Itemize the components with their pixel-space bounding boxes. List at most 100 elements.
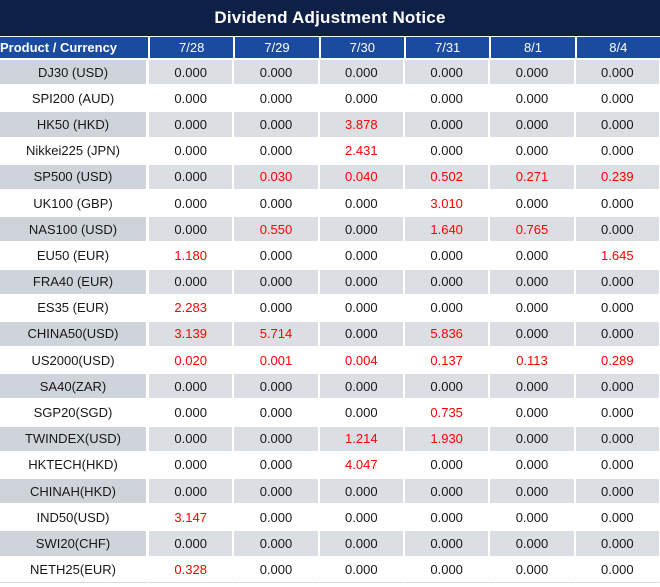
value-cell: 0.000 bbox=[148, 164, 234, 191]
table-row: Nikkei225 (JPN) 0.000 0.000 2.431 0.000 0.00… bbox=[0, 138, 660, 165]
value-cell: 0.000 bbox=[233, 426, 319, 453]
table-body: DJ30 (USD) 0.000 0.000 0.000 0.000 0.000 0.00… bbox=[0, 60, 660, 583]
product-name-cell: SWI20(CHF) bbox=[0, 531, 148, 558]
page-title: Dividend Adjustment Notice bbox=[214, 8, 446, 27]
value-cell: 0.000 bbox=[403, 269, 490, 296]
value-cell: 0.765 bbox=[489, 217, 575, 244]
value-cell: 0.000 bbox=[318, 321, 404, 349]
table-row: DJ30 (USD) 0.000 0.000 0.000 0.000 0.000 0.00… bbox=[0, 60, 660, 87]
value-cell: 5.836 bbox=[403, 321, 490, 349]
value-cell: 4.047 bbox=[318, 452, 404, 479]
value-cell: 0.000 bbox=[574, 217, 660, 244]
table-row: US2000(USD) 0.020 0.001 0.004 0.137 0.113 0.2… bbox=[0, 348, 660, 375]
table-row: SGP20(SGD) 0.000 0.000 0.000 0.735 0.000 0.00… bbox=[0, 400, 660, 427]
value-cell: 0.000 bbox=[403, 505, 490, 532]
value-cell: 0.550 bbox=[233, 217, 319, 244]
value-cell: 0.000 bbox=[148, 374, 234, 401]
value-cell: 0.000 bbox=[148, 138, 234, 165]
value-cell: 0.000 bbox=[233, 138, 319, 165]
value-cell: 0.000 bbox=[403, 295, 490, 322]
value-cell: 0.000 bbox=[233, 400, 319, 427]
value-cell: 0.000 bbox=[148, 426, 234, 453]
value-cell: 0.137 bbox=[403, 348, 490, 375]
title-bar: Dividend Adjustment Notice bbox=[0, 0, 660, 36]
value-cell: 3.878 bbox=[318, 112, 404, 139]
value-cell: 0.000 bbox=[233, 557, 319, 583]
value-cell: 0.000 bbox=[574, 112, 660, 139]
table-row: IND50(USD) 3.147 0.000 0.000 0.000 0.000 0.00… bbox=[0, 505, 660, 532]
value-cell: 1.645 bbox=[574, 243, 660, 270]
value-cell: 0.000 bbox=[574, 426, 660, 453]
product-name-cell: DJ30 (USD) bbox=[0, 60, 148, 87]
value-cell: 0.000 bbox=[148, 112, 234, 139]
value-cell: 0.000 bbox=[148, 60, 234, 87]
value-cell: 0.000 bbox=[574, 374, 660, 401]
product-name-cell: CHINAH(HKD) bbox=[0, 479, 148, 506]
date-column-header: 7/28 bbox=[148, 36, 234, 60]
table-row: UK100 (GBP) 0.000 0.000 0.000 3.010 0.000 0.0… bbox=[0, 190, 660, 218]
value-cell: 0.000 bbox=[233, 269, 319, 296]
date-column-header: 8/4 bbox=[574, 36, 660, 60]
date-column-header: 7/30 bbox=[318, 36, 404, 60]
table-row: CHINA50(USD) 3.139 5.714 0.000 5.836 0.000 0.… bbox=[0, 321, 660, 349]
value-cell: 0.271 bbox=[489, 164, 575, 191]
value-cell: 0.000 bbox=[489, 505, 575, 532]
table-header: Product / Currency 7/28 7/29 7/30 7/31 8/1 8/… bbox=[0, 36, 660, 60]
value-cell: 0.000 bbox=[233, 60, 319, 87]
product-name-cell: SA40(ZAR) bbox=[0, 374, 148, 401]
value-cell: 0.239 bbox=[574, 164, 660, 191]
value-cell: 0.000 bbox=[403, 531, 490, 558]
value-cell: 1.214 bbox=[318, 426, 404, 453]
value-cell: 0.000 bbox=[148, 269, 234, 296]
table-row: ES35 (EUR) 2.283 0.000 0.000 0.000 0.000 0.00… bbox=[0, 295, 660, 322]
value-cell: 0.000 bbox=[574, 400, 660, 427]
date-column-header: 8/1 bbox=[489, 36, 575, 60]
value-cell: 2.283 bbox=[148, 295, 234, 322]
value-cell: 3.139 bbox=[148, 321, 234, 349]
table-row: SP500 (USD) 0.000 0.030 0.040 0.502 0.271 0.2… bbox=[0, 164, 660, 191]
value-cell: 0.000 bbox=[489, 426, 575, 453]
product-name-cell: SP500 (USD) bbox=[0, 164, 148, 191]
value-cell: 0.000 bbox=[574, 86, 660, 113]
value-cell: 0.000 bbox=[574, 321, 660, 349]
product-name-cell: CHINA50(USD) bbox=[0, 321, 148, 349]
table-row: FRA40 (EUR) 0.000 0.000 0.000 0.000 0.000 0.0… bbox=[0, 269, 660, 296]
value-cell: 0.000 bbox=[489, 295, 575, 322]
product-name-cell: NETH25(EUR) bbox=[0, 557, 148, 583]
value-cell: 5.714 bbox=[233, 321, 319, 349]
value-cell: 0.000 bbox=[489, 557, 575, 583]
value-cell: 0.000 bbox=[403, 452, 490, 479]
value-cell: 0.000 bbox=[148, 217, 234, 244]
value-cell: 1.640 bbox=[403, 217, 490, 244]
value-cell: 0.000 bbox=[233, 112, 319, 139]
value-cell: 0.000 bbox=[574, 295, 660, 322]
value-cell: 0.000 bbox=[318, 374, 404, 401]
value-cell: 0.000 bbox=[489, 243, 575, 270]
value-cell: 0.000 bbox=[574, 479, 660, 506]
value-cell: 0.000 bbox=[489, 112, 575, 139]
value-cell: 0.000 bbox=[148, 400, 234, 427]
product-name-cell: SGP20(SGD) bbox=[0, 400, 148, 427]
value-cell: 0.000 bbox=[233, 86, 319, 113]
value-cell: 0.000 bbox=[318, 60, 404, 87]
value-cell: 0.000 bbox=[574, 505, 660, 532]
value-cell: 0.000 bbox=[489, 138, 575, 165]
value-cell: 0.000 bbox=[318, 217, 404, 244]
value-cell: 0.000 bbox=[489, 269, 575, 296]
table-row: TWINDEX(USD) 0.000 0.000 1.214 1.930 0.000 0.… bbox=[0, 426, 660, 453]
value-cell: 0.000 bbox=[148, 86, 234, 113]
value-cell: 0.113 bbox=[489, 348, 575, 375]
value-cell: 0.000 bbox=[403, 138, 490, 165]
value-cell: 0.000 bbox=[233, 531, 319, 558]
value-cell: 0.000 bbox=[403, 557, 490, 583]
value-cell: 0.000 bbox=[318, 269, 404, 296]
value-cell: 0.000 bbox=[318, 86, 404, 113]
product-name-cell: HK50 (HKD) bbox=[0, 112, 148, 139]
value-cell: 0.000 bbox=[233, 479, 319, 506]
value-cell: 0.020 bbox=[148, 348, 234, 375]
product-name-cell: NAS100 (USD) bbox=[0, 217, 148, 244]
value-cell: 0.502 bbox=[403, 164, 490, 191]
product-name-cell: ES35 (EUR) bbox=[0, 295, 148, 322]
value-cell: 0.000 bbox=[233, 374, 319, 401]
